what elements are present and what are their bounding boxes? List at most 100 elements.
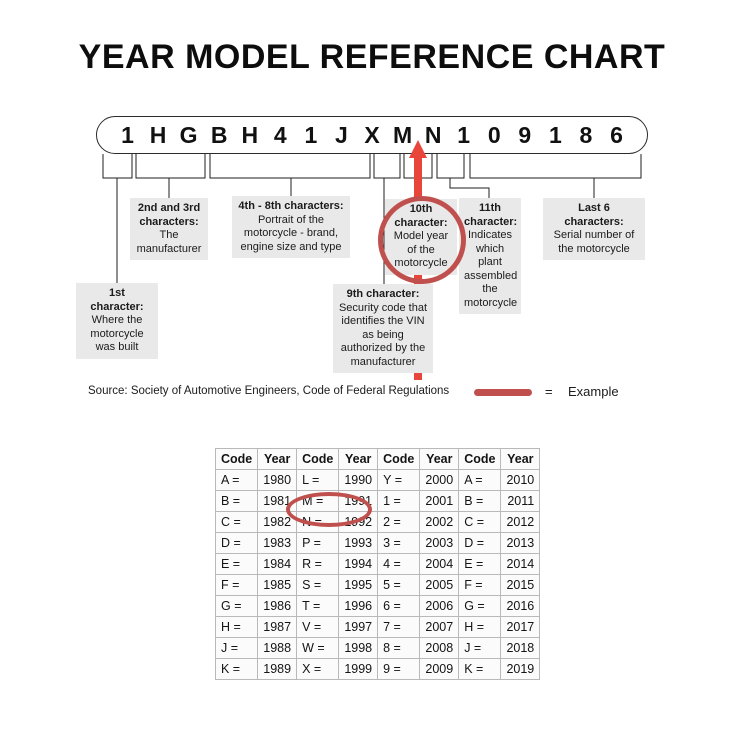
year-cell: 1992 xyxy=(338,511,379,533)
column-header: Year xyxy=(257,448,298,470)
year-cell: 2007 xyxy=(419,616,460,638)
code-cell: 1 = xyxy=(377,490,421,512)
year-cell: 1982 xyxy=(257,511,298,533)
column-header: Code xyxy=(214,448,259,470)
year-cell: 2003 xyxy=(419,532,460,554)
vin-character: B xyxy=(210,121,228,148)
year-cell: 2000 xyxy=(419,469,460,491)
year-cell: 1996 xyxy=(338,595,379,617)
year-cell: 1994 xyxy=(338,553,379,575)
vin-character: 1 xyxy=(304,121,318,148)
code-year-table: Code Year Code Year Code Year Code Year … xyxy=(214,448,541,680)
year-cell: 1986 xyxy=(257,595,298,617)
column-header: Code xyxy=(296,448,340,470)
year-cell: 1998 xyxy=(338,637,379,659)
code-cell: H = xyxy=(458,616,502,638)
year-cell: 2017 xyxy=(500,616,541,638)
vin-character: G xyxy=(179,121,198,148)
vin-character: 0 xyxy=(487,121,501,148)
year-cell: 1993 xyxy=(338,532,379,554)
table-row: B = 1981 M = 1991 1 = 2001 B = 2011 xyxy=(214,490,541,512)
callout-body: Where the motorcycle was built xyxy=(90,314,144,353)
year-cell: 1984 xyxy=(257,553,298,575)
year-cell: 1988 xyxy=(257,637,298,659)
year-cell: 2018 xyxy=(500,637,541,659)
callout-body: Model year of the motorcycle xyxy=(393,230,449,269)
table-row: H = 1987 V = 1997 7 = 2007 H = 2017 xyxy=(214,616,541,638)
callout-body: Security code that identifies the VIN as… xyxy=(338,301,428,368)
code-cell: K = xyxy=(214,658,259,680)
code-cell: 5 = xyxy=(377,574,421,596)
year-cell: 2014 xyxy=(500,553,541,575)
code-year-table-wrap: Code Year Code Year Code Year Code Year … xyxy=(214,448,541,680)
code-cell: D = xyxy=(214,532,259,554)
callout-heading: 9th character: xyxy=(346,288,420,300)
page-title: YEAR MODEL REFERENCE CHART xyxy=(78,38,666,76)
code-cell: 3 = xyxy=(377,532,421,554)
source-note: Source: Society of Automotive Engineers,… xyxy=(88,385,450,397)
year-cell: 2002 xyxy=(419,511,460,533)
code-cell: 7 = xyxy=(377,616,421,638)
vin-character: 4 xyxy=(273,121,287,148)
callout-10th-character: 10th character: Model year of the motorc… xyxy=(385,199,457,275)
column-header: Year xyxy=(500,448,541,470)
year-cell: 2009 xyxy=(419,658,460,680)
year-cell: 2013 xyxy=(500,532,541,554)
column-header: Code xyxy=(458,448,502,470)
callout-body: The manufacturer xyxy=(136,229,202,255)
table-row: A = 1980 L = 1990 Y = 2000 A = 2010 xyxy=(214,469,541,491)
code-cell: J = xyxy=(214,637,259,659)
year-cell: 2015 xyxy=(500,574,541,596)
vin-character-highlighted: M xyxy=(392,121,413,148)
vin-character: H xyxy=(241,121,259,148)
year-cell: 2019 xyxy=(500,658,541,680)
callout-body: Serial number of the motorcycle xyxy=(553,229,635,255)
table-row: K = 1989 X = 1999 9 = 2009 K = 2019 xyxy=(214,658,541,680)
table-row: F = 1985 S = 1995 5 = 2005 F = 2015 xyxy=(214,574,541,596)
legend-label: Example xyxy=(568,384,619,399)
column-header: Year xyxy=(419,448,460,470)
code-cell: A = xyxy=(458,469,502,491)
table-header-row: Code Year Code Year Code Year Code Year xyxy=(214,448,541,470)
year-cell: 2001 xyxy=(419,490,460,512)
year-cell: 2010 xyxy=(500,469,541,491)
year-cell: 1999 xyxy=(338,658,379,680)
year-cell: 1981 xyxy=(257,490,298,512)
column-header: Code xyxy=(377,448,421,470)
year-cell: 2005 xyxy=(419,574,460,596)
callout-heading: 4th - 8th characters: xyxy=(238,200,344,212)
code-cell: 8 = xyxy=(377,637,421,659)
code-cell: K = xyxy=(458,658,502,680)
callout-heading: 11th character: xyxy=(464,202,518,228)
code-cell: H = xyxy=(214,616,259,638)
code-cell: S = xyxy=(296,574,340,596)
code-cell: N = xyxy=(296,511,340,533)
code-cell: C = xyxy=(214,511,259,533)
code-cell: W = xyxy=(296,637,340,659)
column-header: Year xyxy=(338,448,379,470)
callout-heading: 2nd and 3rd characters: xyxy=(137,202,201,228)
year-cell: 2012 xyxy=(500,511,541,533)
callout-4th-to-8th-characters: 4th - 8th characters: Portrait of the mo… xyxy=(232,196,350,258)
code-cell: 9 = xyxy=(377,658,421,680)
code-cell: R = xyxy=(296,553,340,575)
year-cell: 2008 xyxy=(419,637,460,659)
code-cell: F = xyxy=(458,574,502,596)
callout-last-6-characters: Last 6 characters: Serial number of the … xyxy=(543,198,645,260)
code-cell: Y = xyxy=(377,469,421,491)
year-cell: 1983 xyxy=(257,532,298,554)
code-cell: T = xyxy=(296,595,340,617)
code-cell: B = xyxy=(214,490,259,512)
code-cell: A = xyxy=(214,469,259,491)
year-cell: 1980 xyxy=(257,469,298,491)
vin-character: H xyxy=(149,121,167,148)
vin-character: 9 xyxy=(518,121,532,148)
code-cell: F = xyxy=(214,574,259,596)
table-row: E = 1984 R = 1994 4 = 2004 E = 2014 xyxy=(214,553,541,575)
code-cell: L = xyxy=(296,469,340,491)
year-cell: 1985 xyxy=(257,574,298,596)
legend-dash-icon xyxy=(474,389,532,396)
year-cell: 2006 xyxy=(419,595,460,617)
year-cell-highlighted: 1991 xyxy=(338,490,379,512)
vin-character: J xyxy=(335,121,348,148)
